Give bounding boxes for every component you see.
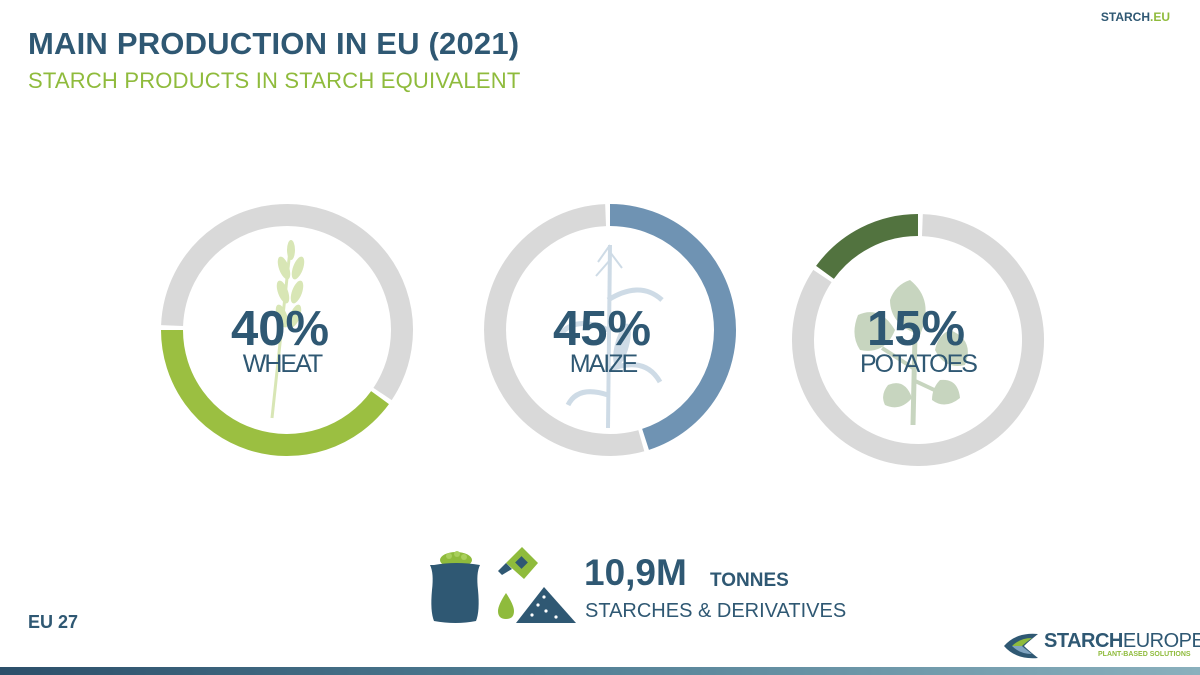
maize-value-arc <box>609 204 736 450</box>
logo-name: STARCHEUROPE <box>1044 630 1200 653</box>
wheat-value-arc <box>161 329 389 456</box>
potatoes-name-label: POTATOES <box>860 350 977 378</box>
potatoes-value-arc <box>816 214 919 280</box>
total-production-description: STARCHES & DERIVATIVES <box>585 600 847 622</box>
logo-name-light: EUROPE <box>1122 630 1200 652</box>
region-label: EU 27 <box>28 612 79 632</box>
bottom-accent-bar <box>0 667 1200 675</box>
page-subtitle: STARCH PRODUCTS IN STARCH EQUIVALENT <box>28 68 521 93</box>
site-brand-suffix: .EU <box>1149 10 1170 24</box>
potato-plant-illustration-icon <box>854 280 968 426</box>
starch-europe-logo: STARCHEUROPE PLANT-BASED SOLUTIONS <box>1002 628 1200 664</box>
wheat-name-label: WHEAT <box>243 350 323 378</box>
site-brand-main: STARCH <box>1100 10 1150 24</box>
total-production-value: 10,9M <box>584 552 687 593</box>
liquid-drop-icon <box>498 593 514 619</box>
maize-illustration-icon <box>558 244 664 429</box>
maize-name-label: MAIZE <box>570 350 638 378</box>
logo-tagline: PLANT-BASED SOLUTIONS <box>1098 651 1191 658</box>
grain-sack-icon <box>430 551 480 623</box>
donut-potatoes <box>792 214 1044 466</box>
potatoes-remainder-arc <box>792 214 1044 466</box>
wheat-illustration-icon <box>270 240 305 419</box>
donut-wheat <box>161 204 413 456</box>
maize-percent-label: 45% <box>553 302 651 356</box>
wheat-percent-label: 40% <box>231 302 329 356</box>
starch-powder-icon <box>516 587 576 623</box>
donut-maize <box>484 204 736 456</box>
starch-products-icons <box>430 547 576 623</box>
site-brand: STARCH.EU <box>1101 10 1170 24</box>
syrup-bottle-icon <box>498 547 538 579</box>
potatoes-percent-label: 15% <box>867 302 965 356</box>
logo-name-bold: STARCH <box>1044 630 1123 652</box>
total-production-unit: TONNES <box>710 570 789 591</box>
maize-remainder-arc <box>484 204 645 456</box>
starch-europe-logo-icon <box>1004 633 1038 659</box>
wheat-remainder-arc <box>161 204 413 401</box>
donut-charts: 40% WHEAT 45% MAIZE 15% POTATOES <box>161 204 1044 466</box>
page-title: MAIN PRODUCTION IN EU (2021) <box>28 26 520 61</box>
